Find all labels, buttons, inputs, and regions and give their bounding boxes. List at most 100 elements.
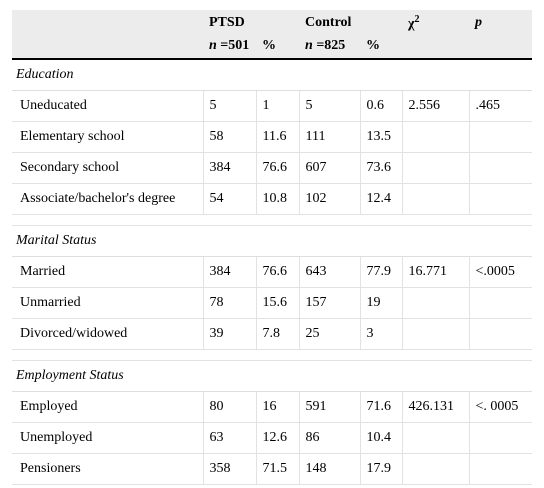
cell: 58	[202, 121, 257, 153]
empty-cell	[401, 121, 470, 153]
empty-cell	[401, 287, 470, 319]
header-cell: PTSD	[203, 10, 300, 34]
cell: 15.6	[255, 287, 300, 319]
row-label: Associate/bachelor's degree	[12, 183, 204, 215]
table-row: Employed 80 16 591 71.6 426.131 <. 0005	[12, 391, 533, 423]
empty-cell	[401, 318, 470, 350]
cell: 63	[202, 422, 257, 454]
table-row: Secondary school 384 76.6 607 73.6	[12, 152, 533, 184]
table-row: Married 384 76.6 643 77.9 16.771 <.0005	[12, 256, 533, 288]
chi-label: χ	[408, 16, 415, 32]
section-row: Marital Status	[12, 225, 533, 257]
subhead-cell: n =825	[299, 34, 361, 60]
cell: 76.6	[255, 152, 300, 184]
spacer-row	[12, 349, 533, 361]
cell: 12.4	[359, 183, 403, 215]
data-table: PTSD Control χ2 p n =501% n =825% Education Une…	[12, 10, 533, 485]
cell: <.0005	[468, 256, 533, 288]
cell: 25	[298, 318, 361, 350]
subhead-n: n	[209, 38, 217, 53]
header-row: n =501% n =825%	[12, 34, 533, 60]
header-cell	[469, 34, 533, 60]
empty-cell	[468, 422, 533, 454]
chi-sup: 2	[414, 13, 420, 25]
empty-cell	[468, 318, 533, 350]
cell: 10.8	[255, 183, 300, 215]
empty-cell	[401, 453, 470, 485]
cell: <. 0005	[468, 391, 533, 423]
cell: 5	[202, 90, 257, 122]
cell: 54	[202, 183, 257, 215]
subhead-cell: %	[256, 34, 300, 60]
cell: 11.6	[255, 121, 300, 153]
table-row: Unemployed 63 12.6 86 10.4	[12, 422, 533, 454]
header-cell	[402, 34, 470, 60]
header-row: PTSD Control χ2 p	[12, 10, 533, 34]
row-label: Uneducated	[12, 90, 204, 122]
table-row: Elementary school 58 11.6 111 13.5	[12, 121, 533, 153]
cell: 12.6	[255, 422, 300, 454]
empty-cell	[401, 183, 470, 215]
subhead-count: =501	[216, 38, 250, 53]
row-label: Unmarried	[12, 287, 204, 319]
section-row: Education	[12, 59, 533, 91]
cell: 13.5	[359, 121, 403, 153]
row-label: Unemployed	[12, 422, 204, 454]
subhead-cell: %	[360, 34, 403, 60]
section-title: Education	[12, 59, 533, 91]
cell: 78	[202, 287, 257, 319]
spacer-row	[12, 214, 533, 226]
cell: 7.8	[255, 318, 300, 350]
subhead: %	[366, 38, 381, 53]
row-label: Elementary school	[12, 121, 204, 153]
header-cell: p	[469, 10, 533, 34]
section-row: Employment Status	[12, 360, 533, 392]
header-cell	[12, 34, 203, 60]
cell: .465	[468, 90, 533, 122]
cell: 426.131	[401, 391, 470, 423]
cell: 3	[359, 318, 403, 350]
subhead-n: n	[305, 38, 313, 53]
empty-cell	[468, 287, 533, 319]
cell: 10.4	[359, 422, 403, 454]
cell: 16.771	[401, 256, 470, 288]
section-title: Employment Status	[12, 360, 533, 392]
row-label: Secondary school	[12, 152, 204, 184]
cell: 73.6	[359, 152, 403, 184]
spacer	[12, 214, 533, 226]
cell: 76.6	[255, 256, 300, 288]
table-row: Uneducated 5 1 5 0.6 2.556.465	[12, 90, 533, 122]
cell: 5	[298, 90, 361, 122]
empty-cell	[468, 121, 533, 153]
cell: 2.556	[401, 90, 470, 122]
subhead-cell: n =501	[203, 34, 256, 60]
subhead-count: =825	[312, 38, 346, 53]
empty-cell	[468, 152, 533, 184]
cell: 71.6	[359, 391, 403, 423]
row-label: Married	[12, 256, 204, 288]
header-cell: χ2	[402, 10, 470, 34]
cell: 39	[202, 318, 257, 350]
cell: 19	[359, 287, 403, 319]
cell: 102	[298, 183, 361, 215]
cell: 16	[255, 391, 300, 423]
cell: 0.6	[359, 90, 403, 122]
cell: 77.9	[359, 256, 403, 288]
empty-cell	[401, 422, 470, 454]
row-label: Pensioners	[12, 453, 204, 485]
table-row: Unmarried 78 15.6 157 19	[12, 287, 533, 319]
row-label: Employed	[12, 391, 204, 423]
section-title: Marital Status	[12, 225, 533, 257]
empty-cell	[468, 183, 533, 215]
cell: 17.9	[359, 453, 403, 485]
cell: 86	[298, 422, 361, 454]
table-row: Pensioners 358 71.5 148 17.9	[12, 453, 533, 485]
table-row: Divorced/widowed 39 7.8 25 3	[12, 318, 533, 350]
p-label: p	[475, 15, 483, 30]
empty-cell	[401, 152, 470, 184]
cell: 157	[298, 287, 361, 319]
table-row: Associate/bachelor's degree 54 10.8 102 12.4	[12, 183, 533, 215]
cell: 607	[298, 152, 361, 184]
header-cell: Control	[299, 10, 403, 34]
